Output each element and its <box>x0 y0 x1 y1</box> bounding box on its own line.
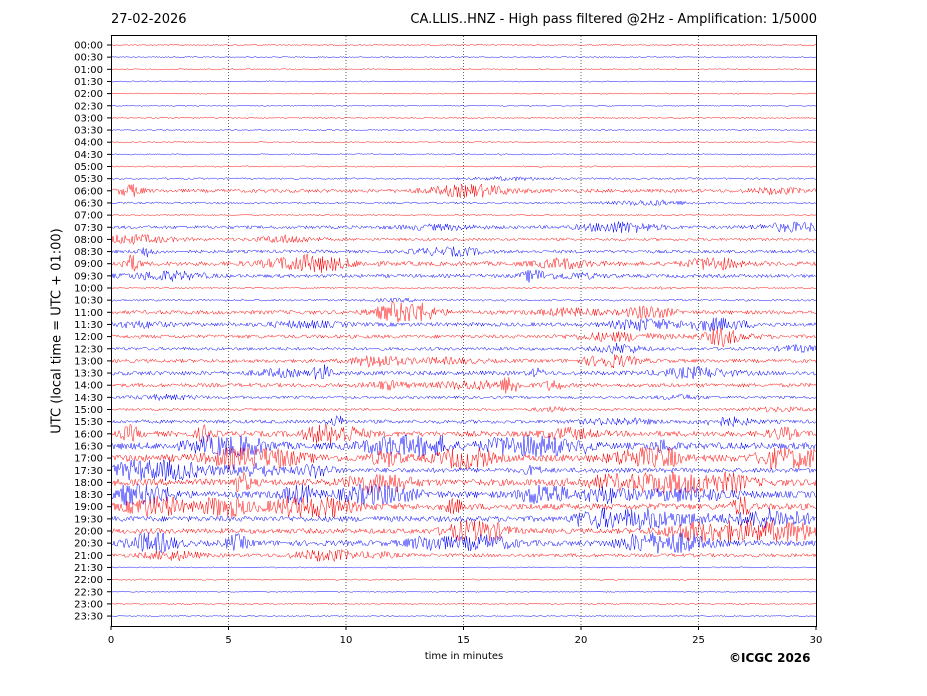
y-tick-label: 01:30 <box>74 77 103 88</box>
x-ticks-layer: 0 5 10 15 20 25 30 <box>108 626 823 646</box>
plot-frame <box>111 35 817 627</box>
grid-layer <box>228 36 699 626</box>
trace-0630 <box>110 199 817 207</box>
y-tick-label: 09:00 <box>74 259 103 270</box>
y-tick-label: 21:30 <box>74 563 103 574</box>
y-tick-label: 04:00 <box>74 138 103 149</box>
trace-1900 <box>110 495 817 518</box>
trace-1330 <box>110 364 817 380</box>
y-tick-label: 14:00 <box>74 381 103 392</box>
trace-0830 <box>110 246 817 258</box>
y-tick-label: 19:30 <box>74 514 103 525</box>
trace-2100 <box>110 548 817 563</box>
y-tick-label: 18:30 <box>74 490 103 501</box>
y-tick-label: 06:00 <box>74 186 103 197</box>
y-tick-label: 05:00 <box>74 162 103 173</box>
y-tick-label: 20:30 <box>74 539 103 550</box>
y-tick-label: 04:30 <box>74 150 103 161</box>
y-tick-label: 00:30 <box>74 53 103 64</box>
trace-1530 <box>110 414 817 428</box>
y-tick-label: 19:00 <box>74 502 103 513</box>
y-tick-label: 06:30 <box>74 198 103 209</box>
y-tick-label: 07:00 <box>74 211 103 222</box>
y-tick-label: 00:00 <box>74 41 103 52</box>
trace-1300 <box>110 354 817 369</box>
x-tick-label: 0 <box>108 635 114 646</box>
x-tick-label: 20 <box>575 635 588 646</box>
x-tick-label: 30 <box>810 635 823 646</box>
trace-0500 <box>110 165 817 168</box>
trace-1830 <box>110 483 817 506</box>
y-tick-label: 11:30 <box>74 320 103 331</box>
trace-1700 <box>110 446 817 470</box>
y-tick-label: 01:00 <box>74 65 103 76</box>
y-tick-label: 23:00 <box>74 599 103 610</box>
y-tick-label: 16:30 <box>74 441 103 452</box>
y-tick-label: 15:30 <box>74 417 103 428</box>
trace-2030 <box>110 532 817 554</box>
y-tick-label: 18:00 <box>74 478 103 489</box>
y-tick-label: 08:30 <box>74 247 103 258</box>
y-tick-label: 05:30 <box>74 174 103 185</box>
trace-0900 <box>110 253 817 273</box>
copyright-label: ©ICGC 2026 <box>729 651 811 665</box>
y-tick-label: 15:00 <box>74 405 103 416</box>
x-axis-label: time in minutes <box>424 651 504 662</box>
y-tick-label: 23:30 <box>74 612 103 623</box>
y-tick-label: 07:30 <box>74 223 103 234</box>
y-tick-label: 22:00 <box>74 575 103 586</box>
trace-1800 <box>110 471 817 494</box>
y-tick-label: 10:30 <box>74 296 103 307</box>
date-label: 27-02-2026 <box>111 12 187 27</box>
trace-1930 <box>110 507 817 530</box>
x-tick-label: 15 <box>457 635 470 646</box>
y-tick-label: 02:30 <box>74 101 103 112</box>
chart-title: CA.LLIS..HNZ - High pass filtered @2Hz -… <box>410 12 817 27</box>
y-tick-label: 13:30 <box>74 369 103 380</box>
y-tick-label: 09:30 <box>74 271 103 282</box>
y-tick-label: 12:00 <box>74 332 103 343</box>
y-tick-label: 10:00 <box>74 284 103 295</box>
x-tick-label: 25 <box>692 635 705 646</box>
y-tick-label: 03:30 <box>74 126 103 137</box>
x-tick-label: 10 <box>340 635 353 646</box>
trace-0700 <box>110 213 817 217</box>
x-tick-label: 5 <box>225 635 231 646</box>
trace-1100 <box>110 301 817 323</box>
y-tick-label: 21:00 <box>74 551 103 562</box>
trace-0600 <box>111 183 817 199</box>
y-tick-label: 02:00 <box>74 89 103 100</box>
y-tick-label: 12:30 <box>74 344 103 355</box>
y-tick-label: 17:30 <box>74 466 103 477</box>
trace-0800 <box>110 233 817 246</box>
y-tick-label: 13:00 <box>74 356 103 367</box>
y-tick-label: 16:00 <box>74 429 103 440</box>
y-tick-label: 11:00 <box>74 308 103 319</box>
y-tick-label: 20:00 <box>74 527 103 538</box>
trace-1730 <box>110 458 817 481</box>
y-tick-label: 22:30 <box>74 587 103 598</box>
y-tick-label: 14:30 <box>74 393 103 404</box>
trace-1400 <box>110 377 817 394</box>
y-tick-label: 08:00 <box>74 235 103 246</box>
trace-0530 <box>110 175 817 182</box>
y-tick-label: 17:00 <box>74 454 103 465</box>
y-tick-label: 03:00 <box>74 113 103 124</box>
